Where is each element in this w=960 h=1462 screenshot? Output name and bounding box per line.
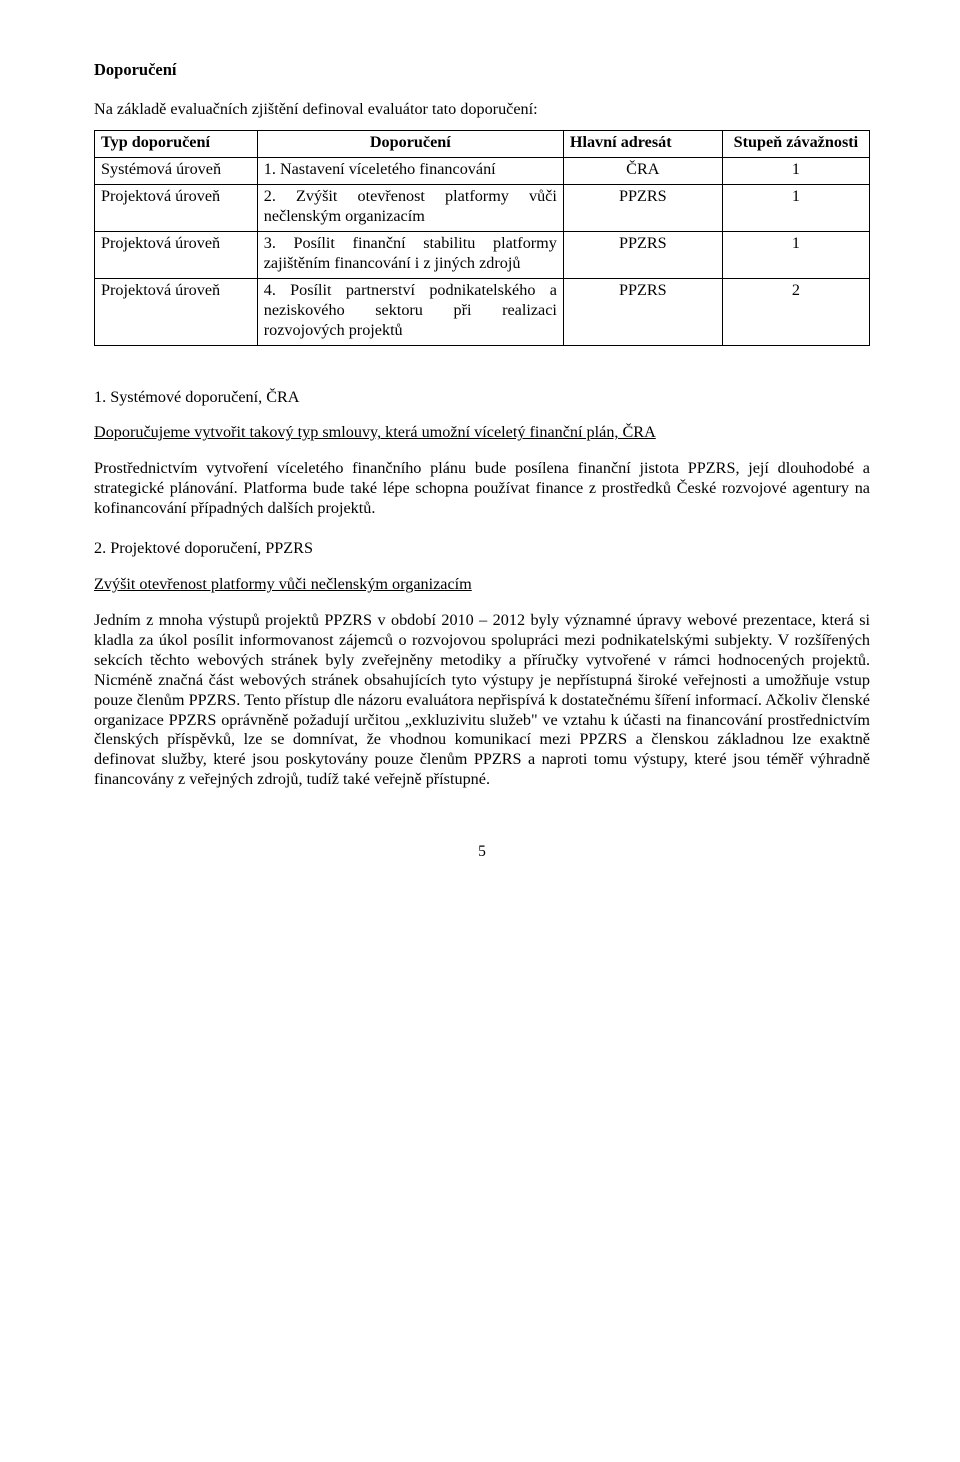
table-cell: 4. Posílit partnerství podnikatelského a… [257,278,563,345]
section-title: 1. Systémové doporučení, ČRA [94,388,870,408]
section-paragraph: Prostřednictvím vytvoření víceletého fin… [94,459,870,519]
section-heading: Doporučení [94,60,870,80]
table-cell: 1 [722,231,869,278]
table-cell: 3. Posílit finanční stabilitu platformy … [257,231,563,278]
section-title: 2. Projektové doporučení, PPZRS [94,539,870,559]
page-number: 5 [94,842,870,861]
table-header-cell: Stupeň závažnosti [722,131,869,158]
section-subtitle: Doporučujeme vytvořit takový typ smlouvy… [94,423,870,443]
table-cell: 2. Zvýšit otevřenost platformy vůči nečl… [257,185,563,232]
section-paragraph: Jedním z mnoha výstupů projektů PPZRS v … [94,611,870,790]
table-header-cell: Hlavní adresát [563,131,722,158]
table-cell: 1 [722,185,869,232]
table-cell: 1 [722,158,869,185]
table-cell: 2 [722,278,869,345]
table-header-cell: Doporučení [257,131,563,158]
table-header-row: Typ doporučení Doporučení Hlavní adresát… [95,131,870,158]
table-row: Projektová úroveň 3. Posílit finanční st… [95,231,870,278]
table-cell: PPZRS [563,185,722,232]
section-subtitle: Zvýšit otevřenost platformy vůči nečlens… [94,575,870,595]
recommendation-section-2: 2. Projektové doporučení, PPZRS Zvýšit o… [94,539,870,790]
table-row: Projektová úroveň 4. Posílit partnerství… [95,278,870,345]
table-cell: Systémová úroveň [95,158,258,185]
intro-text: Na základě evaluačních zjištění definova… [94,100,870,120]
table-cell: PPZRS [563,231,722,278]
table-cell: ČRA [563,158,722,185]
recommendations-table: Typ doporučení Doporučení Hlavní adresát… [94,130,870,345]
table-cell: Projektová úroveň [95,278,258,345]
table-header-cell: Typ doporučení [95,131,258,158]
table-cell: PPZRS [563,278,722,345]
recommendation-section-1: 1. Systémové doporučení, ČRA Doporučujem… [94,388,870,520]
table-cell: Projektová úroveň [95,231,258,278]
table-row: Systémová úroveň 1. Nastavení víceletého… [95,158,870,185]
table-row: Projektová úroveň 2. Zvýšit otevřenost p… [95,185,870,232]
table-cell: Projektová úroveň [95,185,258,232]
table-cell: 1. Nastavení víceletého financování [257,158,563,185]
